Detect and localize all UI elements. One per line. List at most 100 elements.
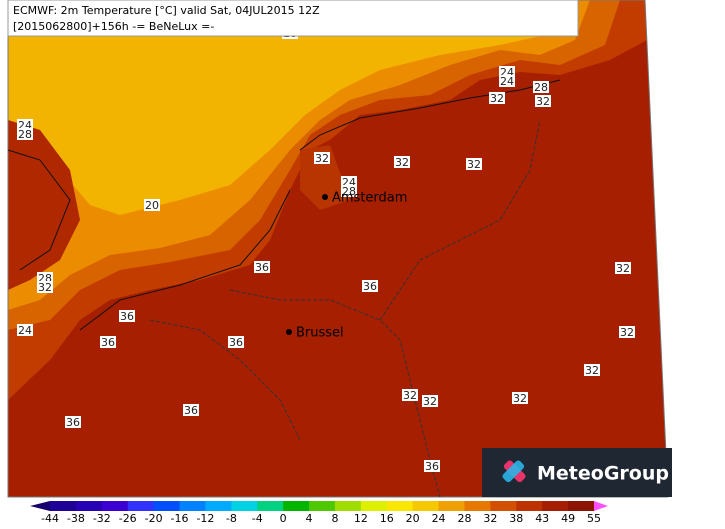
colorbar-tick-label: 28 — [457, 512, 471, 525]
colorbar-segment — [516, 501, 543, 511]
contour-label-box — [144, 199, 160, 211]
colorbar-segment — [568, 501, 595, 511]
city-dot — [286, 329, 292, 335]
contour-label-box — [254, 261, 270, 273]
colorbar-tick-label: -20 — [145, 512, 163, 525]
contour-label: 32 — [585, 364, 599, 377]
colorbar-segment — [101, 501, 129, 511]
colorbar-segment — [438, 501, 465, 511]
colorbar-segment — [231, 501, 258, 511]
contour-label-box — [183, 404, 199, 416]
contour-label-box — [37, 281, 53, 293]
contour-label: 36 — [229, 336, 243, 349]
contour-label: 32 — [423, 395, 437, 408]
borders — [149, 119, 541, 498]
colorbar-segment — [309, 501, 336, 511]
colorbar-tick-label: -38 — [67, 512, 85, 525]
contour-label: 36 — [363, 280, 377, 293]
colorbar-tick-label: 49 — [561, 512, 575, 525]
colorbar-tick-label: 0 — [280, 512, 287, 525]
colorbar-segment — [412, 501, 440, 511]
contour-label: 28 — [18, 128, 32, 141]
colorbar-tick-label: -8 — [226, 512, 237, 525]
contour-label-box — [615, 262, 631, 274]
contour-label: 32 — [536, 95, 550, 108]
contour-label: 28 — [342, 185, 356, 198]
colorbar-segment — [50, 501, 77, 511]
contour-label: 20 — [145, 199, 159, 212]
colorbar-segment — [542, 501, 569, 511]
city-dot — [322, 194, 328, 200]
contour-labels: 1824242832322428323232242820323628323624… — [17, 27, 635, 473]
coast-nl — [300, 145, 350, 210]
colorbar-tick-label: -32 — [93, 512, 111, 525]
logo-text: MeteoGroup — [537, 463, 669, 485]
temperature-field — [7, 0, 669, 498]
contour-label: 32 — [620, 326, 634, 339]
contour-label: 24 — [500, 75, 514, 88]
colorbar-tick-label: 16 — [380, 512, 394, 525]
contour-label-box — [394, 156, 410, 168]
contour-label-box — [533, 81, 549, 93]
contour-label-box — [466, 158, 482, 170]
contour-label-box — [619, 326, 635, 338]
logo-icon — [502, 460, 526, 483]
contour-label: 28 — [534, 81, 548, 94]
contour-label-box — [422, 395, 438, 407]
contour-label-box — [362, 280, 378, 292]
contour-label: 32 — [513, 392, 527, 405]
colorbar-segment — [386, 501, 414, 511]
colorbar-segment — [127, 501, 155, 511]
contour-label: 32 — [395, 156, 409, 169]
contour-label-box — [489, 92, 505, 104]
colorbar-tick-label: 55 — [587, 512, 601, 525]
colorbar-tick-label: -16 — [171, 512, 189, 525]
contour-label-box — [100, 336, 116, 348]
colorbar-tick-label: -4 — [252, 512, 263, 525]
contour-label-box — [228, 336, 244, 348]
contour-label: 32 — [403, 389, 417, 402]
contour-label: 32 — [490, 92, 504, 105]
colorbar-tick-label: -12 — [196, 512, 214, 525]
contour-label-box — [341, 185, 357, 197]
colorbar-tick-label: 20 — [406, 512, 420, 525]
city-label: Brussel — [296, 326, 344, 341]
colorbar-segment — [153, 501, 181, 511]
contour-label-box — [65, 416, 81, 428]
contour-label-box — [499, 75, 515, 87]
contour-label: 36 — [255, 261, 269, 274]
colorbar-arrow — [594, 501, 608, 511]
contour-label-box — [314, 152, 330, 164]
contour-label: 32 — [38, 281, 52, 294]
contour-label: 36 — [120, 310, 134, 323]
colorbar-tick-label: 12 — [354, 512, 368, 525]
contour-label-box — [512, 392, 528, 404]
header-subtitle: [2015062800]+156h -= BeNeLux =- — [13, 20, 214, 33]
colorbar-segment — [283, 501, 310, 511]
contour-label-box — [17, 324, 33, 336]
colorbar-tick-label: 32 — [483, 512, 497, 525]
contour-label-box — [424, 460, 440, 472]
contour-label-box — [402, 389, 418, 401]
contour-label-box — [17, 128, 33, 140]
colorbar: -44 -38 -32 -26 -20 -16 -12 -8 -4 0 4 8 12 16 20 24 28 32… — [30, 501, 608, 525]
contour-label-box — [584, 364, 600, 376]
contour-label-box — [535, 95, 551, 107]
colorbar-segment — [205, 501, 232, 511]
colorbar-tick-label: 43 — [535, 512, 549, 525]
colorbar-segment — [257, 501, 284, 511]
contour-label: 36 — [101, 336, 115, 349]
colorbar-segment — [464, 501, 491, 511]
contour-label: 36 — [184, 404, 198, 417]
city-label: Amsterdam — [332, 191, 407, 206]
colorbar-segment — [75, 501, 103, 511]
header-title: ECMWF: 2m Temperature [°C] valid Sat, 04… — [13, 4, 320, 17]
colorbar-tick-label: -26 — [119, 512, 137, 525]
contour-label: 32 — [315, 152, 329, 165]
coastline — [7, 79, 561, 331]
cities: Amsterdam Brussel — [286, 191, 407, 341]
colorbar-segment — [179, 501, 206, 511]
colorbar-segment — [360, 501, 388, 511]
colorbar-tick-label: 4 — [306, 512, 313, 525]
